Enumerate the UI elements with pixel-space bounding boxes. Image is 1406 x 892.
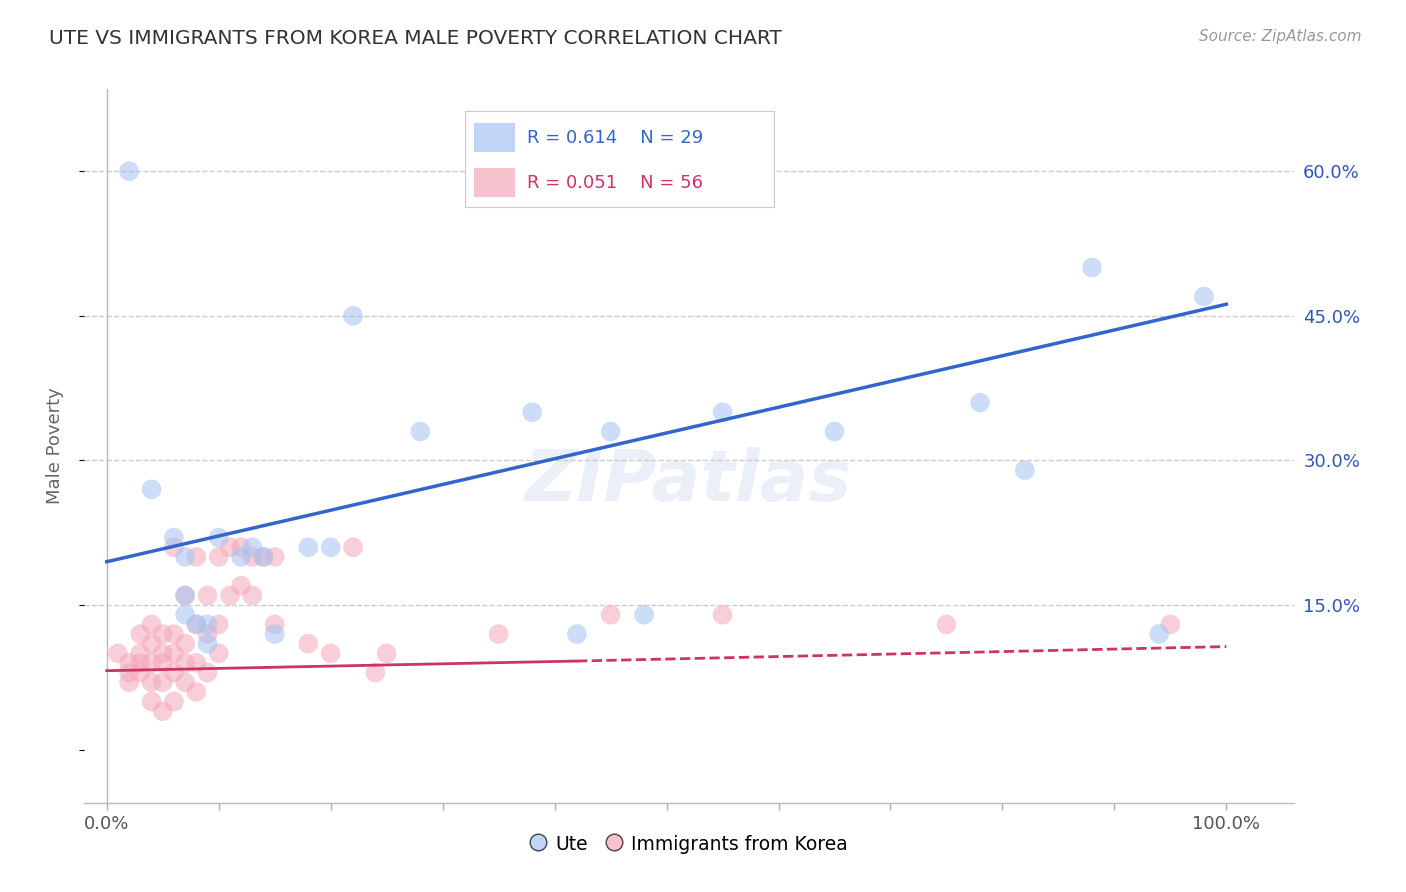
Point <box>118 675 141 690</box>
Point <box>174 549 197 564</box>
Point <box>129 646 152 660</box>
Point <box>599 607 621 622</box>
Point <box>174 656 197 670</box>
Point <box>197 589 219 603</box>
Point <box>229 579 252 593</box>
Point <box>174 637 197 651</box>
Point <box>488 627 510 641</box>
Point <box>229 549 252 564</box>
Point <box>1147 627 1170 641</box>
Point <box>174 589 197 603</box>
Point <box>174 607 197 622</box>
Text: ZIPatlas: ZIPatlas <box>526 447 852 516</box>
Point <box>141 617 163 632</box>
Point <box>152 646 174 660</box>
Point <box>240 589 263 603</box>
Point <box>197 665 219 680</box>
Point <box>186 617 208 632</box>
Point <box>342 309 364 323</box>
Point <box>935 617 957 632</box>
Point <box>364 665 387 680</box>
Point <box>263 617 285 632</box>
Point <box>824 425 846 439</box>
Point <box>208 617 231 632</box>
Point <box>263 549 285 564</box>
Point <box>711 607 734 622</box>
Point <box>1014 463 1036 477</box>
Point <box>129 627 152 641</box>
Point <box>208 549 231 564</box>
Point <box>969 395 991 409</box>
Point <box>219 541 242 555</box>
Point <box>197 627 219 641</box>
Point <box>152 627 174 641</box>
Point <box>375 646 398 660</box>
Point <box>599 425 621 439</box>
Point <box>319 541 342 555</box>
Point <box>186 656 208 670</box>
Point <box>163 646 186 660</box>
Point <box>1159 617 1181 632</box>
Point <box>197 617 219 632</box>
Point <box>240 541 263 555</box>
Legend: Ute, Immigrants from Korea: Ute, Immigrants from Korea <box>523 827 855 861</box>
Point <box>252 549 274 564</box>
Point <box>1081 260 1104 275</box>
Point <box>565 627 588 641</box>
Point <box>633 607 655 622</box>
Point <box>186 549 208 564</box>
Point <box>118 164 141 178</box>
Point <box>163 665 186 680</box>
Point <box>163 541 186 555</box>
Point <box>186 685 208 699</box>
Point <box>141 656 163 670</box>
Point <box>141 483 163 497</box>
Point <box>163 694 186 708</box>
Point <box>208 646 231 660</box>
Y-axis label: Male Poverty: Male Poverty <box>45 388 63 504</box>
Point <box>252 549 274 564</box>
Point <box>118 656 141 670</box>
Point <box>152 704 174 718</box>
Text: Source: ZipAtlas.com: Source: ZipAtlas.com <box>1198 29 1361 44</box>
Point <box>197 637 219 651</box>
Point <box>141 675 163 690</box>
Point <box>409 425 432 439</box>
Point <box>152 656 174 670</box>
Point <box>152 675 174 690</box>
Text: UTE VS IMMIGRANTS FROM KOREA MALE POVERTY CORRELATION CHART: UTE VS IMMIGRANTS FROM KOREA MALE POVERT… <box>49 29 782 47</box>
Point <box>229 541 252 555</box>
Point <box>297 541 319 555</box>
Point <box>129 656 152 670</box>
Point <box>174 589 197 603</box>
Point <box>711 405 734 419</box>
Point <box>522 405 544 419</box>
Point <box>163 531 186 545</box>
Point <box>107 646 129 660</box>
Point <box>186 617 208 632</box>
Point <box>163 627 186 641</box>
Point <box>240 549 263 564</box>
Point <box>141 694 163 708</box>
Point <box>118 665 141 680</box>
Point <box>263 627 285 641</box>
Point <box>219 589 242 603</box>
Point <box>141 637 163 651</box>
Point <box>129 665 152 680</box>
Point <box>174 675 197 690</box>
Point <box>319 646 342 660</box>
Point <box>1192 289 1215 303</box>
Point <box>297 637 319 651</box>
Point <box>342 541 364 555</box>
Point <box>208 531 231 545</box>
